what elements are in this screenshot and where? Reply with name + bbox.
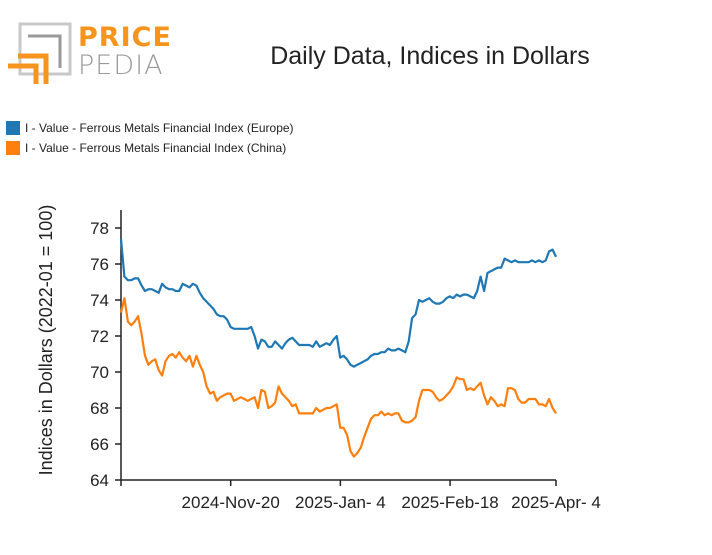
y-axis-label: Indices in Dollars (2022-01 = 100) — [36, 205, 56, 476]
legend: I - Value - Ferrous Metals Financial Ind… — [6, 118, 294, 158]
logo-mark-icon — [8, 22, 72, 84]
chart-axes: 64 66 68 70 72 74 76 78 2024-Nov-20 2025-Jan- 4 20… — [90, 210, 601, 512]
chart-title: Daily Data, Indices in Dollars — [270, 42, 590, 70]
legend-swatch-china — [6, 141, 20, 155]
legend-item-china[interactable]: I - Value - Ferrous Metals Financial Ind… — [6, 138, 294, 158]
x-tick-label: 2025-Jan- 4 — [295, 493, 386, 512]
y-tick-label: 74 — [90, 291, 109, 310]
series-line-europe[interactable] — [119, 238, 557, 368]
pricepedia-logo: PRICE PEDIA — [8, 22, 171, 84]
logo-word-pedia: PEDIA — [78, 50, 164, 81]
legend-swatch-europe — [6, 121, 20, 135]
x-tick-label: 2024-Nov-20 — [182, 493, 280, 512]
x-tick-label: 2025-Apr- 4 — [511, 493, 601, 512]
chart-series — [119, 238, 557, 458]
logo-word-price: PRICE — [78, 22, 172, 53]
legend-label-europe: I - Value - Ferrous Metals Financial Ind… — [25, 121, 294, 135]
series-line-china[interactable] — [119, 297, 557, 458]
y-tick-label: 76 — [90, 255, 109, 274]
legend-item-europe[interactable]: I - Value - Ferrous Metals Financial Ind… — [6, 118, 294, 138]
legend-label-china: I - Value - Ferrous Metals Financial Ind… — [25, 141, 287, 155]
y-tick-label: 64 — [90, 471, 109, 490]
y-tick-label: 66 — [90, 435, 109, 454]
y-tick-label: 70 — [90, 363, 109, 382]
y-tick-label: 68 — [90, 399, 109, 418]
x-tick-label: 2025-Feb-18 — [401, 493, 498, 512]
y-tick-label: 72 — [90, 327, 109, 346]
y-tick-label: 78 — [90, 219, 109, 238]
